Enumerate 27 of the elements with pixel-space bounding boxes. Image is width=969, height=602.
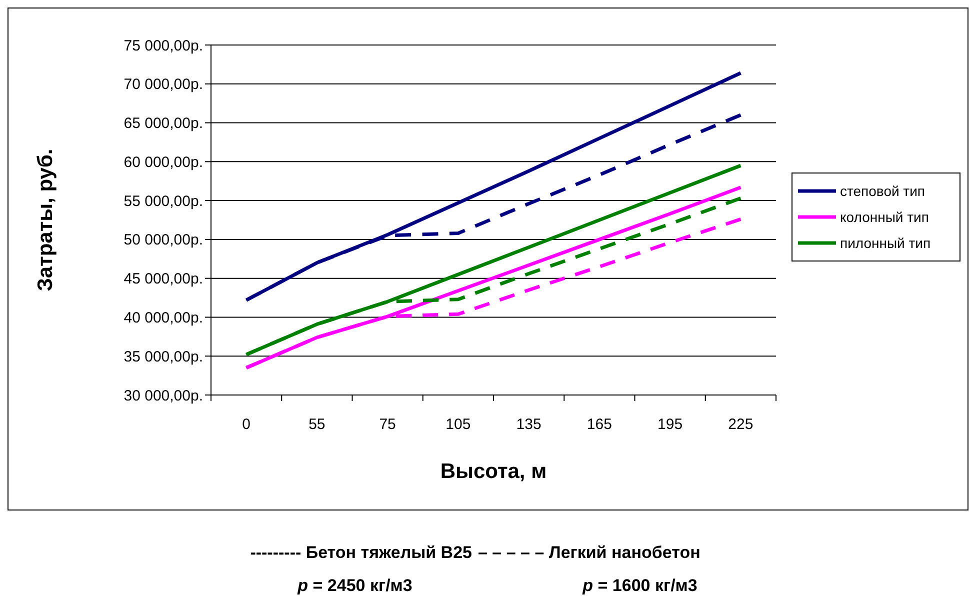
y-tick-label: 75 000,00р. <box>124 37 203 54</box>
y-tick-label: 70 000,00р. <box>124 76 203 94</box>
text: p = 2450 кг/м3 <box>296 576 412 595</box>
x-axis-title: Высота, м <box>440 460 547 483</box>
y-tick-label: 55 000,00р. <box>124 192 203 210</box>
x-tick-label: 165 <box>586 416 612 433</box>
legend-label: колонный тип <box>840 208 929 225</box>
x-tick-label: 195 <box>658 416 683 433</box>
x-tick-label: 75 <box>379 416 396 433</box>
text: p = 1600 кг/м3 <box>582 576 698 595</box>
y-tick-label: 60 000,00р. <box>124 154 203 171</box>
legend-label: степовой тип <box>840 182 925 199</box>
x-tick-label: 135 <box>516 416 542 433</box>
y-tick-label: 40 000,00р. <box>124 309 203 326</box>
text: --------- Бетон тяжелый В25 <box>250 543 472 562</box>
x-tick-label: 225 <box>728 416 754 433</box>
legend-label: пилонный тип <box>840 234 931 251</box>
y-tick-label: 50 000,00р. <box>124 232 203 249</box>
x-tick-label: 105 <box>446 416 471 433</box>
x-tick-label: 55 <box>308 416 326 433</box>
y-tick-label: 30 000,00р. <box>124 387 203 404</box>
y-tick-label: 65 000,00р. <box>124 115 203 132</box>
x-tick-label: 0 <box>242 416 250 433</box>
y-axis-title: Затраты, руб. <box>34 148 57 292</box>
text: – – – – – Легкий нанобетон <box>478 543 700 562</box>
y-tick-label: 45 000,00р. <box>124 270 203 288</box>
y-tick-label: 35 000,00р. <box>124 348 203 366</box>
